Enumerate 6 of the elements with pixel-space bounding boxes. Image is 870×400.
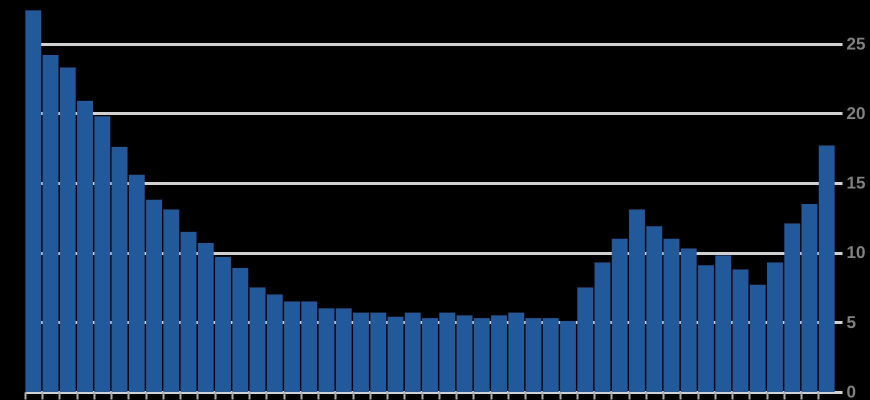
y-tick-label: 0 (846, 382, 856, 400)
y-tick-label: 10 (846, 243, 866, 262)
y-tick-label: 20 (846, 104, 866, 123)
y-tick-label: 5 (846, 312, 856, 332)
y-tick-label: 25 (846, 34, 866, 54)
y-tick-label: 15 (846, 174, 866, 193)
